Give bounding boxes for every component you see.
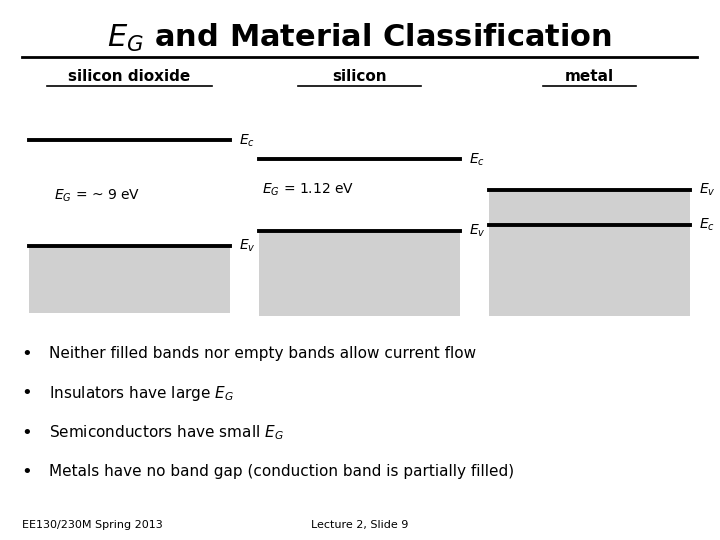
Text: silicon: silicon	[332, 69, 387, 84]
Text: •: •	[22, 345, 32, 363]
Text: EE130/230M Spring 2013: EE130/230M Spring 2013	[22, 520, 162, 530]
Text: •: •	[22, 384, 32, 402]
Text: silicon dioxide: silicon dioxide	[68, 69, 191, 84]
Bar	[29, 246, 230, 313]
Text: $\mathit{E}_{\mathit{G}}$ and Material Classification: $\mathit{E}_{\mathit{G}}$ and Material C…	[107, 22, 612, 53]
Text: $\mathit{E}_v$: $\mathit{E}_v$	[699, 182, 716, 198]
Text: •: •	[22, 423, 32, 442]
Text: $\mathit{E}_{\mathit{G}}$ = 1.12 eV: $\mathit{E}_{\mathit{G}}$ = 1.12 eV	[262, 182, 355, 198]
Text: Lecture 2, Slide 9: Lecture 2, Slide 9	[311, 520, 408, 530]
Text: $\mathit{E}_c$: $\mathit{E}_c$	[239, 132, 255, 149]
Text: $\mathit{E}_c$: $\mathit{E}_c$	[469, 151, 485, 167]
Bar	[489, 190, 690, 316]
Text: Metals have no band gap (conduction band is partially filled): Metals have no band gap (conduction band…	[49, 464, 514, 480]
Text: Semiconductors have small $\mathit{E}_{\mathit{G}}$: Semiconductors have small $\mathit{E}_{\…	[49, 423, 284, 442]
Text: •: •	[22, 463, 32, 481]
Text: Insulators have large $\mathit{E}_{\mathit{G}}$: Insulators have large $\mathit{E}_{\math…	[49, 383, 234, 403]
Text: Neither filled bands nor empty bands allow current flow: Neither filled bands nor empty bands all…	[49, 346, 476, 361]
Text: $\mathit{E}_c$: $\mathit{E}_c$	[699, 217, 715, 233]
Bar	[258, 231, 460, 316]
Text: metal: metal	[565, 69, 614, 84]
Text: $\mathit{E}_v$: $\mathit{E}_v$	[469, 223, 485, 239]
Text: $\mathit{E}_{\mathit{G}}$ = ~ 9 eV: $\mathit{E}_{\mathit{G}}$ = ~ 9 eV	[54, 187, 140, 204]
Text: $\mathit{E}_v$: $\mathit{E}_v$	[239, 238, 256, 254]
